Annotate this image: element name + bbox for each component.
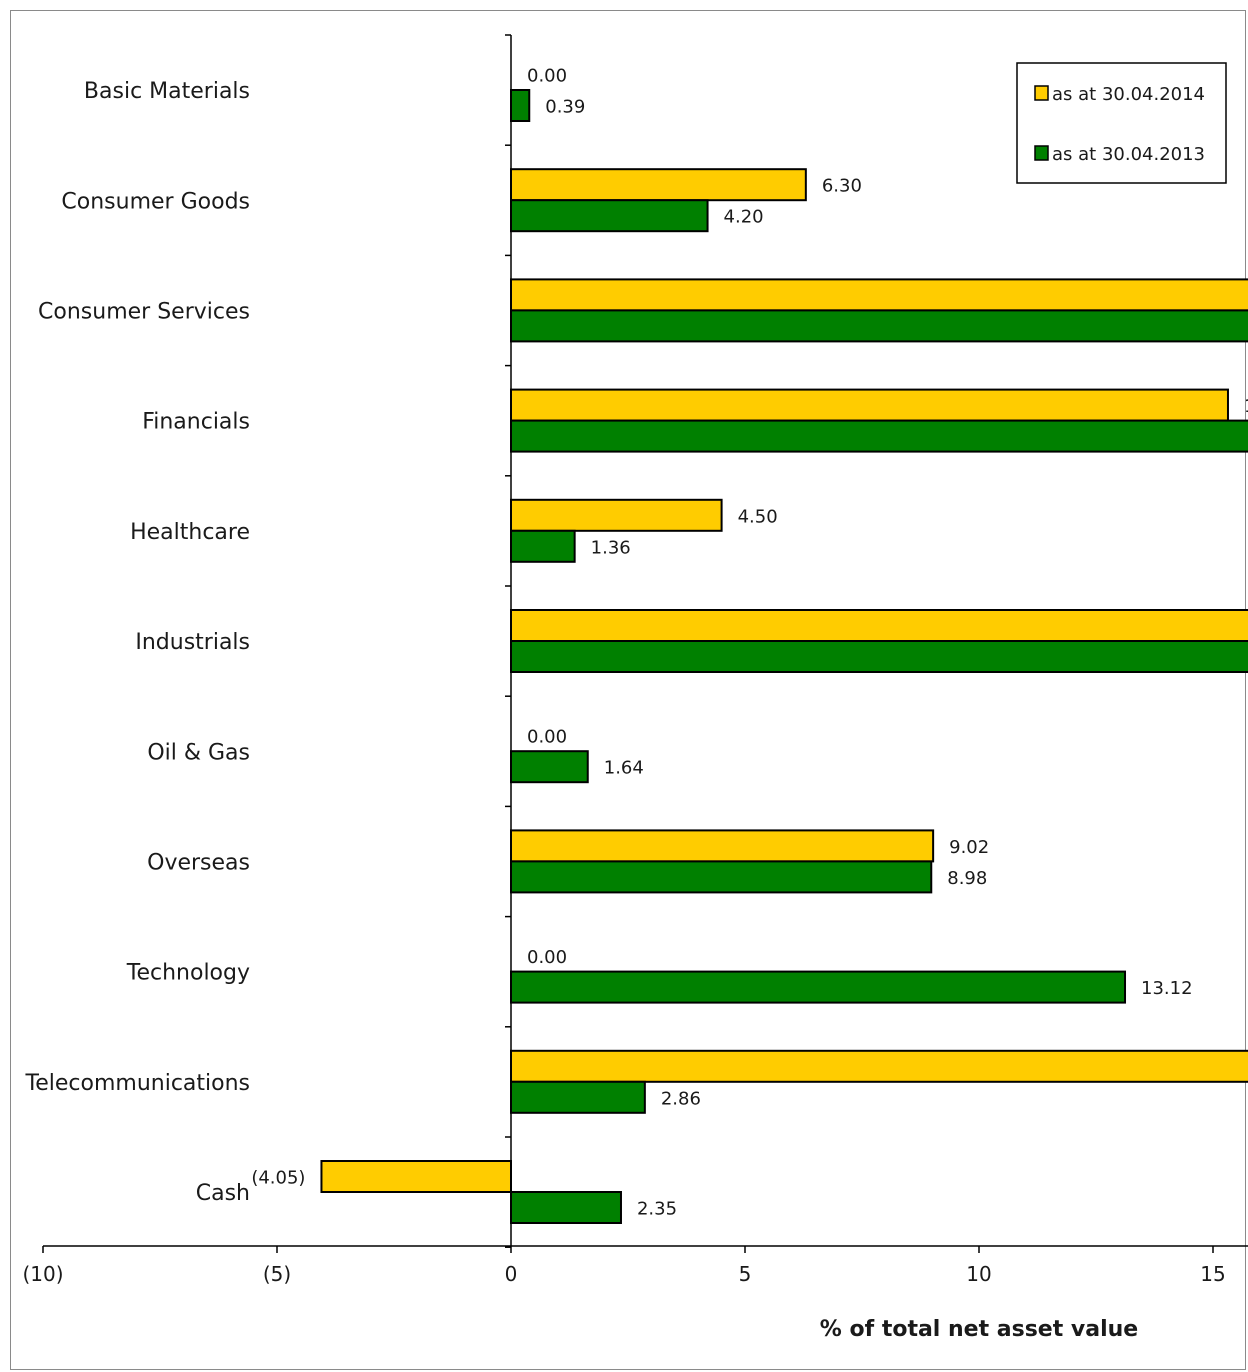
bar-2014: [510, 168, 807, 202]
bar-2013: [510, 529, 576, 563]
bar-2014: [510, 1049, 1248, 1083]
category-label: Consumer Services: [38, 300, 250, 325]
category-label: Consumer Goods: [61, 189, 250, 214]
category-label: Telecommunications: [25, 1071, 250, 1096]
category-label: Basic Materials: [84, 79, 250, 104]
category-label: Cash: [196, 1181, 250, 1206]
legend-box: [1016, 62, 1227, 184]
category-label: Financials: [142, 410, 250, 435]
data-label: 13.12: [1141, 978, 1193, 999]
data-label: (4.05): [251, 1168, 305, 1189]
data-label: 0.00: [527, 947, 567, 968]
bar-2013: [510, 89, 531, 122]
bar-2014: [320, 1160, 512, 1193]
category-label: Healthcare: [130, 520, 250, 545]
bar-2013: [510, 1191, 622, 1224]
bar-2014: [510, 498, 723, 532]
data-label: 9.02: [949, 837, 989, 858]
data-label: 0.39: [545, 97, 585, 118]
bar-2013: [510, 309, 1248, 343]
legend-swatch-2013: [1034, 145, 1049, 161]
bar-2014: [510, 388, 1229, 422]
bar-2013: [510, 860, 933, 894]
x-tick-label: (5): [263, 1262, 291, 1286]
data-label: 15.32: [1244, 396, 1248, 417]
bar-2013: [510, 640, 1248, 673]
category-label: Technology: [126, 961, 250, 986]
bar-2013: [510, 970, 1127, 1004]
data-label: 8.98: [947, 868, 987, 889]
data-label: 1.64: [604, 758, 644, 779]
bar-2013: [510, 419, 1248, 453]
bar-2013: [510, 199, 709, 233]
data-label: 4.20: [724, 207, 764, 228]
bar-2013: [510, 750, 589, 784]
chart-frame: [10, 10, 1246, 1370]
x-tick-label: 0: [505, 1262, 518, 1286]
category-label: Industrials: [135, 630, 250, 655]
x-axis-title: % of total net asset value: [820, 1317, 1138, 1342]
data-label: 4.50: [738, 506, 778, 527]
legend-label: as at 30.04.2013: [1052, 144, 1205, 165]
category-label: Overseas: [147, 851, 250, 876]
data-label: 0.00: [527, 727, 567, 748]
bar-2013: [510, 1080, 646, 1114]
x-tick-label: 5: [739, 1262, 752, 1286]
data-label: 2.86: [661, 1088, 701, 1109]
bar-2014: [510, 278, 1248, 312]
x-tick-label: 10: [966, 1262, 991, 1286]
category-label: Oil & Gas: [147, 740, 250, 765]
data-label: 1.36: [591, 537, 631, 558]
data-label: 0.00: [527, 66, 567, 87]
data-label: 6.30: [822, 176, 862, 197]
x-tick-label: (10): [22, 1262, 63, 1286]
legend-swatch-2014: [1034, 85, 1049, 101]
x-tick-label: 15: [1200, 1262, 1225, 1286]
bar-2014: [510, 829, 935, 863]
legend-label: as at 30.04.2014: [1052, 84, 1205, 105]
data-label: 2.35: [637, 1199, 677, 1220]
bar-2014: [510, 609, 1248, 642]
